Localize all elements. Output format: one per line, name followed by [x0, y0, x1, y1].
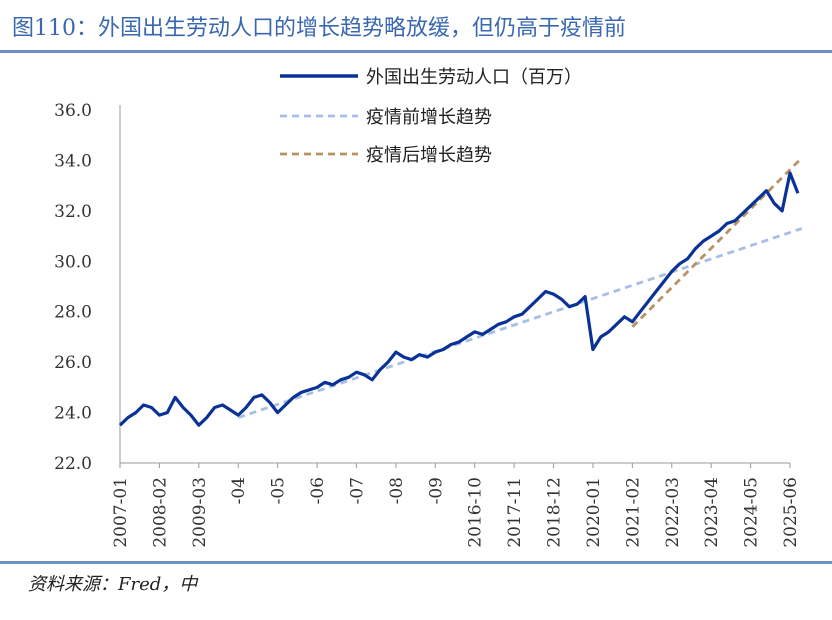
legend-label: 疫情前增长趋势: [366, 107, 492, 128]
x-tick-label: 2021-02: [623, 477, 643, 548]
x-tick-label: 2025-06: [781, 477, 801, 548]
x-tick-label: 2007-01: [111, 477, 131, 548]
y-tick-label: 22.0: [54, 454, 92, 474]
series-foreign-born-labor-line: [118, 171, 800, 427]
y-tick-label: 30.0: [54, 252, 92, 272]
legend-label: 外国出生劳动人口（百万）: [366, 67, 582, 88]
y-tick-label: 28.0: [54, 303, 92, 323]
x-tick-label: 2017-11: [505, 477, 525, 548]
line-chart: 22.0 24.0 26.0 28.0 30.0 32.0 34.0 36.0 2007-01…: [54, 67, 803, 548]
x-tick-label: -07: [347, 477, 367, 504]
x-tick-label: -09: [426, 477, 446, 504]
source-redaction: [210, 568, 490, 598]
x-tick-label: 2020-01: [584, 477, 604, 548]
x-tick-label: 2023-04: [702, 477, 722, 548]
y-axis: 22.0 24.0 26.0 28.0 30.0 32.0 34.0 36.0: [54, 101, 121, 474]
y-tick-label: 24.0: [54, 404, 92, 424]
plot-area: [118, 156, 803, 427]
title-rule: [0, 50, 832, 53]
source-note: 资料来源：Fred，中: [28, 574, 198, 595]
x-tick-label: 2024-05: [742, 477, 762, 548]
x-tick-label: 2008-02: [150, 477, 170, 548]
chart-title: 图110：外国出生劳动人口的增长趋势略放缓，但仍高于疫情前: [12, 16, 626, 41]
post-pandemic-trend-line: [631, 156, 803, 328]
pre-pandemic-trend-line: [237, 227, 803, 419]
x-tick-label: -04: [229, 477, 249, 504]
x-tick-label: 2018-12: [545, 477, 565, 548]
x-tick-label: -08: [387, 477, 407, 504]
x-tick-label: 2016-10: [466, 477, 486, 548]
x-tick-label: -05: [269, 477, 289, 504]
source-rule: [0, 561, 832, 564]
y-tick-label: 34.0: [54, 151, 92, 171]
y-tick-label: 32.0: [54, 202, 92, 222]
x-axis: 2007-01 2008-02 2009-03 -04 -05 -06 -07 -08 -09 2…: [111, 462, 801, 548]
x-tick-label: 2009-03: [190, 477, 210, 548]
y-tick-label: 26.0: [54, 353, 92, 373]
x-tick-label: 2022-03: [663, 477, 683, 548]
legend-label: 疫情后增长趋势: [366, 145, 492, 166]
x-tick-label: -06: [308, 477, 328, 504]
y-tick-label: 36.0: [54, 101, 92, 121]
